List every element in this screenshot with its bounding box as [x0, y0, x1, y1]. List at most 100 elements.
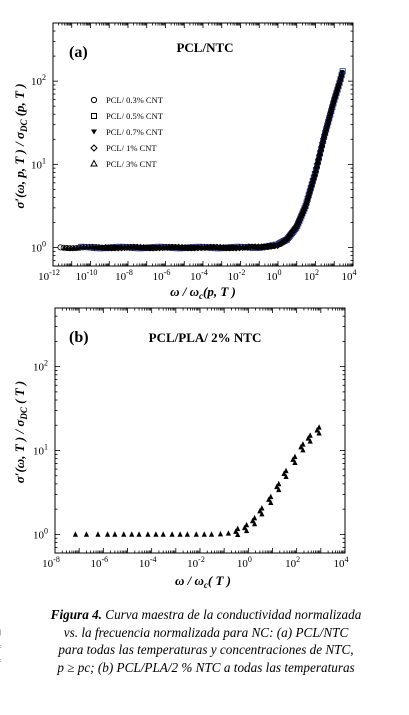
panel-a-point-triangle-up	[87, 243, 93, 250]
panel-b-x-tick-label: 10-4	[139, 555, 157, 570]
panel-b-point	[307, 432, 313, 438]
panel-a-point-triangle-up	[303, 202, 309, 209]
panel-b-point	[112, 531, 118, 537]
panel-a-point-triangle-up	[328, 106, 335, 112]
caption-line-3: para todas las temperaturas y concentrac…	[58, 642, 354, 658]
panel-b-ylabel: σ′(ω, T ) / σDC ( T )	[12, 381, 29, 483]
panel-a-y-tick-label: 100	[31, 240, 46, 255]
panel-a-point-triangle-up	[211, 244, 217, 250]
panel-b-y-tick-label: 100	[33, 526, 48, 541]
panel-b-point	[276, 486, 282, 493]
panel-b-point	[257, 507, 263, 514]
panel-b-point	[314, 427, 320, 433]
panel-b-point	[292, 459, 298, 465]
legend-item-3: PCL/ 1% CNT	[106, 143, 157, 153]
panel-a-point-triangle-up	[332, 95, 338, 101]
panel-b-point	[95, 531, 101, 537]
panel-a-point-triangle-up	[307, 188, 313, 195]
panel-a-point-triangle-up	[176, 244, 182, 251]
panel-a-point-triangle-up	[339, 71, 345, 78]
panel-a-x-tick-label: 102	[304, 268, 319, 283]
panel-b-title: PCL/PLA/ 2% NTC	[149, 330, 262, 345]
panel-a-xlabel: ω / ωc(p, T )	[170, 284, 236, 301]
panel-a-point-triangle-up	[338, 75, 344, 81]
panel-a-x-tick-label: 100	[267, 268, 282, 283]
panel-b-point	[251, 514, 258, 521]
figure-canvas: 10-12 10-10 10-8 10-6 10-4 10-2 100 102 10410010…	[12, 22, 357, 590]
panel-a-title: PCL/NTC	[176, 40, 233, 55]
panel-a-point-triangle-up	[329, 102, 336, 109]
panel-a-point-triangle-up	[323, 124, 329, 131]
panel-a-x-tick-label: 10-2	[228, 268, 246, 283]
panel-b-point	[235, 531, 241, 537]
caption-label: Figura 4.	[50, 607, 102, 622]
panel-a-point-triangle-up	[208, 243, 214, 250]
panel-a-point-triangle-up	[326, 113, 333, 120]
panel-a-point-triangle-up	[138, 244, 144, 251]
panel-b-point	[290, 456, 296, 462]
panel-b-y-tick-label: 102	[33, 359, 48, 374]
panel-b-point	[274, 483, 280, 490]
panel-a-point-triangle-up	[330, 98, 337, 105]
panel-b-point	[235, 525, 241, 532]
panel-b-point	[283, 473, 289, 480]
panel-b-chart: 10-8 10-6 10-4 10-2 100 102 104 100 101 102 (b) P…	[12, 307, 349, 590]
panel-b-point	[292, 453, 298, 460]
panel-b-point	[316, 424, 322, 430]
panel-b-point	[217, 530, 224, 537]
panel-b-point	[268, 499, 274, 505]
panel-a-point-triangle-up	[310, 177, 316, 184]
panel-b-y-tick-label: 101	[33, 443, 48, 458]
panel-b-ticks: 10-8 10-6 10-4 10-2 100 102 104 100 101 102	[33, 307, 349, 570]
panel-b-point	[276, 480, 282, 487]
panel-b-point	[268, 493, 274, 500]
panel-a-point-triangle-up	[134, 244, 141, 250]
panel-a-point-triangle-up	[275, 241, 281, 248]
panel-a-point-triangle-up	[316, 153, 322, 160]
caption-line-1: Figura 4. Curva maestra de la conductivi…	[14, 606, 398, 624]
panel-a-point-triangle-up	[318, 145, 324, 151]
panel-a-x-tick-label: 10-4	[190, 268, 208, 283]
panel-a-point-triangle-up	[93, 244, 99, 250]
panel-a-y-tick-label: 101	[31, 156, 46, 171]
panel-b-point	[72, 531, 79, 537]
legend-triangle-up-marker	[90, 159, 98, 167]
panel-a-ylabel: σ′(ω, p, T ) / σDC (p, T )	[12, 83, 29, 208]
panel-a-point-triangle-up	[214, 244, 220, 251]
panel-a-x-tick-label: 10-8	[115, 268, 133, 283]
panel-a-point-triangle-up	[313, 166, 319, 173]
panel-a-point-diamond	[245, 243, 253, 251]
legend-square-marker	[91, 113, 97, 119]
panel-b-point	[160, 531, 166, 537]
panel-b-point	[298, 443, 304, 450]
legend-circle-marker	[90, 96, 98, 104]
panel-a-point-triangle-up	[309, 181, 315, 188]
panel-a-point-triangle-up	[252, 244, 259, 250]
panel-a-y-tick-label: 102	[31, 73, 46, 88]
panel-a-point-triangle-up	[319, 141, 325, 147]
panel-a-point-triangle-up	[170, 243, 176, 250]
panel-a-point-triangle-up	[327, 110, 334, 116]
panel-a-point-triangle-up	[96, 244, 102, 251]
panel-a-legend: PCL/ 0.3% CNT PCL/ 0.5% CNT PCL/ 0.7% CN…	[90, 95, 164, 169]
panel-a-point-triangle-up	[335, 85, 341, 92]
panel-a-point-triangle-up	[131, 244, 137, 250]
panel-a-point-triangle-up	[217, 244, 224, 251]
panel-b-point	[251, 520, 258, 527]
panel-b-point	[104, 531, 111, 537]
panel-a-point-triangle-up	[321, 132, 327, 139]
panel-a-point-triangle-up	[333, 92, 339, 98]
panel-b-point	[201, 531, 207, 537]
panel-a-point-triangle-up	[314, 162, 320, 168]
panel-b-point	[316, 430, 322, 436]
panel-b-point	[233, 528, 239, 534]
panel-b-point	[259, 510, 265, 517]
panel-b-point	[281, 470, 287, 476]
panel-b-point	[129, 531, 135, 537]
panel-b-point	[300, 441, 306, 447]
caption-text-1: Curva maestra de la conductividad normal…	[101, 607, 362, 622]
legend-item-0: PCL/ 0.3% CNT	[106, 95, 164, 105]
panel-b-point	[145, 531, 151, 537]
panel-a-point-triangle-up	[99, 244, 106, 251]
panel-b-point	[249, 517, 256, 524]
